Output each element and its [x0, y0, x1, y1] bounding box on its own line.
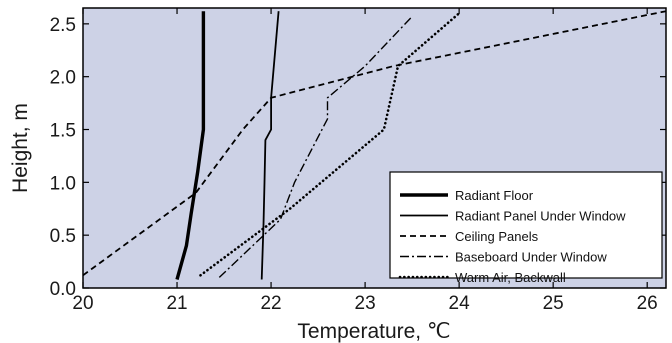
series-line-warm-air-backwall — [199, 12, 461, 277]
legend-label: Radiant Panel Under Window — [455, 209, 626, 224]
legend-label: Warm Air, Backwall — [455, 270, 566, 285]
plot-border — [82, 7, 667, 289]
y-tick-label: 2.5 — [50, 15, 76, 36]
y-tick-label: 1.0 — [50, 173, 76, 194]
legend-label: Baseboard Under Window — [455, 250, 607, 265]
x-tick-label: 25 — [543, 293, 564, 314]
legend-label: Radiant Floor — [455, 188, 534, 203]
y-axis-label: Height, m — [9, 103, 32, 193]
x-tick-label: 23 — [355, 293, 376, 314]
legend-items: Radiant Floor Radiant Panel Under Window C… — [398, 188, 626, 285]
x-tick-label: 26 — [637, 293, 658, 314]
y-tick-label: 1.5 — [50, 121, 76, 142]
x-axis-label: Temperature, ℃ — [297, 320, 450, 343]
legend-label: Ceiling Panels — [455, 229, 539, 244]
x-tick-label: 21 — [166, 293, 187, 314]
series-line-radiant-floor — [175, 11, 206, 280]
x-tick-label: 24 — [449, 293, 471, 314]
series-line-baseboard-under-window — [218, 16, 413, 278]
x-tick-label: 20 — [72, 293, 93, 314]
legend-box — [389, 171, 663, 279]
x-tick-label: 22 — [260, 293, 281, 314]
y-tick-label: 0.0 — [50, 279, 76, 300]
legend: Radiant Floor Radiant Panel Under Window C… — [389, 171, 663, 285]
y-tick-label: 0.5 — [50, 226, 76, 247]
y-tick-label: 2.0 — [50, 68, 76, 89]
ticks-layer: 20 21 22 23 24 25 26 0.0 0.5 1.0 1.5 2.0 2.5 — [50, 8, 666, 314]
series-line-ceiling-panels — [82, 10, 667, 277]
series-layer — [82, 10, 667, 280]
